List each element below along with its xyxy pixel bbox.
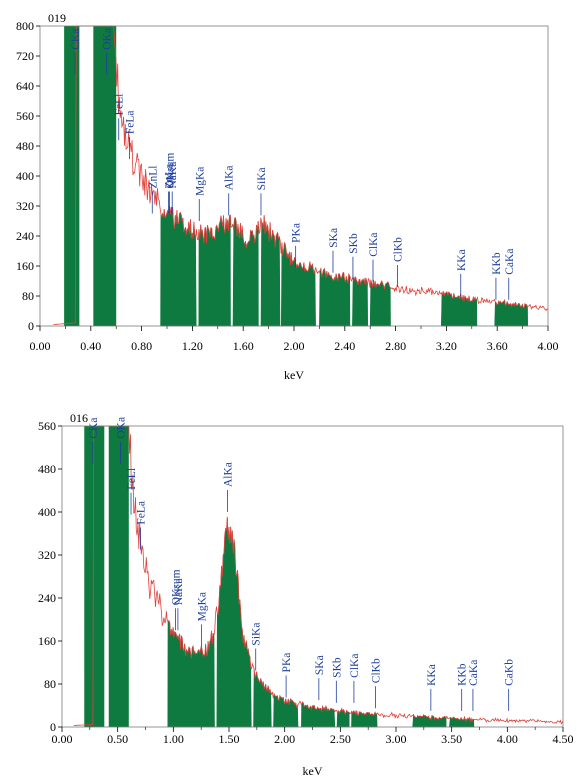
y-tick-label: 640 (16, 79, 34, 93)
y-tick-label: 560 (16, 109, 34, 123)
peak-label: SKa (314, 655, 326, 675)
x-tick-label: 2.40 (334, 339, 355, 353)
peak-label: FeLa (135, 501, 147, 525)
x-tick-label: 3.60 (487, 339, 508, 353)
y-tick-label: 0 (28, 319, 34, 333)
peak-label: CaKb (504, 659, 516, 686)
y-tick-label: 80 (44, 677, 56, 691)
fill-region (253, 668, 272, 728)
peak-label: AlKa (224, 165, 236, 190)
peak-label: SiKa (256, 167, 268, 190)
y-tick-label: 0 (50, 720, 56, 734)
peak-label: ClKb (393, 237, 405, 262)
fill-region (216, 516, 252, 728)
x-tick-label: 1.60 (233, 339, 254, 353)
chart-019: 0 80 160 240 320 400 480 560 640 720 800 0.00 0.40 0.… (16, 11, 559, 382)
y-tick-label: 400 (38, 505, 56, 519)
peak-label: SKb (331, 657, 343, 678)
x-tick-label: 3.50 (441, 732, 462, 746)
peak-label: KKa (456, 249, 468, 271)
y-tick-label: 240 (38, 591, 56, 605)
y-tick-label: 320 (16, 199, 34, 213)
peak-label: FeLl (114, 94, 126, 116)
x-axis-label: keV (284, 368, 304, 382)
peak-label: ClKb (370, 658, 382, 683)
peak-label: MgKa (197, 592, 209, 621)
peak-label: ClKa (349, 654, 361, 678)
peak-label: ZnLl (147, 166, 159, 189)
peak-label: FeLl (126, 468, 138, 490)
peak-label: OKa (102, 28, 114, 50)
fill-region (198, 214, 231, 327)
x-tick-label: 0.40 (80, 339, 101, 353)
peak-label: NaKa (173, 578, 185, 605)
x-tick-label: 0.50 (107, 732, 128, 746)
peak-label: SKb (348, 233, 360, 254)
fill-region (93, 26, 117, 326)
x-tick-label: 2.00 (274, 732, 295, 746)
x-tick-label: 1.00 (163, 732, 184, 746)
peak-label: ClKa (368, 232, 380, 256)
x-tick-label: 4.00 (538, 339, 559, 353)
x-tick-label: 3.00 (386, 732, 407, 746)
x-tick-label: 0.00 (52, 732, 73, 746)
chart-016: 0 80 160 240 320 400 480 560 0.00 0.50 1.00 1.50 2.0… (38, 411, 574, 778)
y-tick-label: 800 (16, 19, 34, 33)
x-tick-label: 3.20 (436, 339, 457, 353)
peak-label: ZnLa (164, 164, 176, 189)
x-axis-label: keV (303, 764, 323, 778)
y-tick-label: 480 (38, 462, 56, 476)
y-tick-label: 560 (38, 419, 56, 433)
spectrum-line (53, 25, 549, 325)
peak-label: MgKa (194, 167, 206, 196)
peak-label: AlKa (222, 462, 234, 487)
peak-label: KKa (426, 664, 438, 686)
y-tick-label: 400 (16, 169, 34, 183)
peak-label: KKb (491, 252, 503, 275)
peak-label: PKa (291, 223, 303, 243)
spectrum-line (73, 425, 564, 726)
y-tick-label: 720 (16, 49, 34, 63)
x-tick-label: 4.00 (497, 732, 518, 746)
fill-region (167, 619, 215, 728)
fill-region (64, 26, 80, 326)
spectrum-id: 016 (70, 411, 88, 425)
peak-label: CaKa (504, 249, 516, 275)
fill-region (108, 426, 129, 727)
x-tick-label: 2.00 (284, 339, 305, 353)
y-tick-label: 160 (38, 634, 56, 648)
peak-label: NaKa (167, 162, 179, 189)
fill-region (494, 299, 529, 327)
x-tick-label: 0.00 (30, 339, 51, 353)
peak-label: CaKa (468, 660, 480, 686)
x-tick-label: 2.50 (330, 732, 351, 746)
x-tick-label: 4.50 (553, 732, 574, 746)
peak-label: SiKa (251, 623, 263, 646)
y-tick-label: 80 (22, 289, 34, 303)
peak-label: OKa (115, 417, 127, 439)
x-tick-label: 1.50 (219, 732, 240, 746)
y-tick-label: 160 (16, 259, 34, 273)
y-tick-label: 320 (38, 548, 56, 562)
y-tick-label: 480 (16, 139, 34, 153)
y-tick-label: 240 (16, 229, 34, 243)
fill-regions (64, 26, 529, 327)
x-tick-label: 1.20 (182, 339, 203, 353)
peak-label: SKa (328, 228, 340, 248)
fill-regions (84, 426, 475, 728)
peak-label: OKsum (171, 569, 183, 605)
x-tick-label: 2.80 (385, 339, 406, 353)
fill-region (369, 279, 391, 327)
peak-label: FeLa (125, 110, 137, 134)
fill-region (352, 276, 369, 327)
x-tick-label: 0.80 (131, 339, 152, 353)
peak-label: CKa (88, 418, 100, 439)
peak-label: KKb (457, 663, 469, 686)
peak-label: PKa (281, 653, 293, 673)
fill-region (84, 426, 105, 727)
spectrum-id: 019 (48, 11, 66, 25)
fill-region (319, 267, 351, 327)
peak-label: OKsum (165, 153, 177, 189)
peak-label: CKa (70, 29, 82, 50)
